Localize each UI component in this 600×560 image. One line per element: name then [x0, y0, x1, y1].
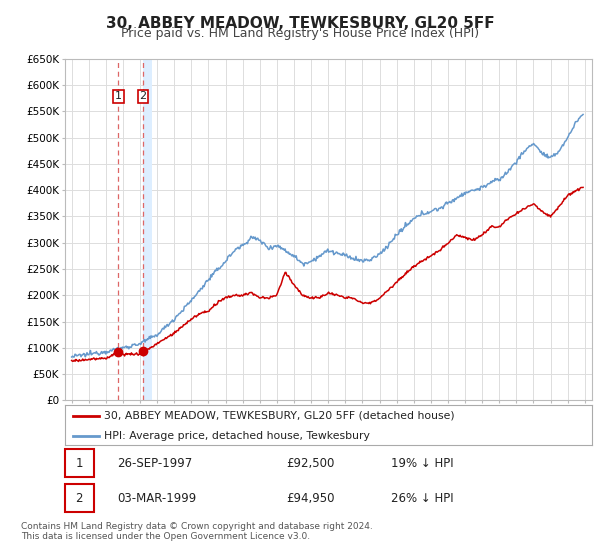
- Text: 30, ABBEY MEADOW, TEWKESBURY, GL20 5FF (detached house): 30, ABBEY MEADOW, TEWKESBURY, GL20 5FF (…: [104, 411, 455, 421]
- Text: £92,500: £92,500: [286, 457, 334, 470]
- Text: £94,950: £94,950: [286, 492, 335, 505]
- Text: 26% ↓ HPI: 26% ↓ HPI: [391, 492, 454, 505]
- Text: 03-MAR-1999: 03-MAR-1999: [118, 492, 197, 505]
- Text: 19% ↓ HPI: 19% ↓ HPI: [391, 457, 454, 470]
- Bar: [143, 59, 152, 400]
- FancyBboxPatch shape: [65, 484, 94, 512]
- Text: 26-SEP-1997: 26-SEP-1997: [118, 457, 193, 470]
- Text: HPI: Average price, detached house, Tewkesbury: HPI: Average price, detached house, Tewk…: [104, 431, 370, 441]
- FancyBboxPatch shape: [65, 449, 94, 477]
- Text: Price paid vs. HM Land Registry's House Price Index (HPI): Price paid vs. HM Land Registry's House …: [121, 27, 479, 40]
- Text: 1: 1: [76, 457, 83, 470]
- Text: Contains HM Land Registry data © Crown copyright and database right 2024.
This d: Contains HM Land Registry data © Crown c…: [21, 522, 373, 542]
- Text: 2: 2: [76, 492, 83, 505]
- Text: 1: 1: [115, 91, 122, 101]
- Text: 30, ABBEY MEADOW, TEWKESBURY, GL20 5FF: 30, ABBEY MEADOW, TEWKESBURY, GL20 5FF: [106, 16, 494, 31]
- Text: 2: 2: [139, 91, 146, 101]
